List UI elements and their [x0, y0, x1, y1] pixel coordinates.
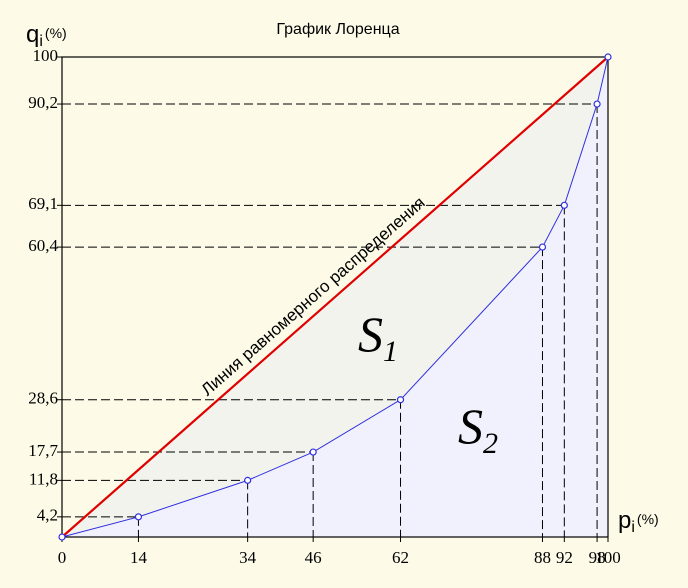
chart-title: График Лоренца — [276, 21, 399, 38]
area-symbol: S — [458, 398, 483, 454]
point — [244, 476, 252, 484]
y-tick-label: 60,4 — [28, 236, 58, 255]
y-axis-label: qi(%) — [26, 21, 67, 50]
x-tick-label: 0 — [58, 548, 67, 567]
y-tick-label: 4,2 — [37, 506, 58, 525]
point — [134, 513, 143, 521]
y-tick-label: 69,1 — [28, 194, 58, 213]
point — [560, 201, 568, 209]
x-tick-label: 92 — [556, 548, 573, 567]
plot-frame — [61, 56, 609, 538]
x-tick-label: 98 — [589, 548, 606, 567]
area-subscript: 2 — [483, 427, 498, 460]
area-label: S1 — [358, 306, 398, 367]
area-label: S2 — [458, 398, 498, 459]
x-axis-label: pi(%) — [618, 507, 659, 536]
x-tick-label: 14 — [130, 548, 148, 567]
x-tick-label: 88 — [534, 548, 551, 567]
point — [58, 533, 66, 541]
y-tick-label: 11,8 — [29, 469, 58, 488]
x-tick-label: 46 — [305, 548, 322, 567]
point — [604, 53, 612, 61]
x-tick-label: 34 — [239, 548, 257, 567]
point — [396, 396, 405, 404]
equality-line — [61, 56, 609, 538]
area-subscript: 1 — [383, 335, 398, 368]
area-symbol: S — [358, 306, 383, 362]
point — [309, 448, 317, 456]
point — [593, 100, 601, 108]
point — [538, 243, 547, 251]
y-tick-label: 90,2 — [28, 93, 58, 112]
y-tick-label: 28,6 — [28, 389, 58, 408]
area-s2 — [62, 57, 608, 537]
y-tick-label: 100 — [33, 46, 59, 65]
y-tick-label: 17,7 — [28, 441, 58, 460]
x-tick-label: 62 — [392, 548, 409, 567]
x-tick-label: 100 — [595, 548, 621, 567]
